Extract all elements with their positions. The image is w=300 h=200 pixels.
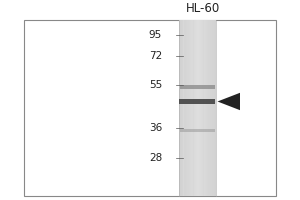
Bar xyxy=(199,20,200,196)
Bar xyxy=(186,20,187,196)
Bar xyxy=(185,20,186,196)
Bar xyxy=(180,85,214,89)
Bar xyxy=(212,20,214,196)
Bar xyxy=(178,20,216,196)
Bar xyxy=(192,20,194,196)
Bar xyxy=(182,20,184,196)
Bar xyxy=(187,20,188,196)
Bar xyxy=(195,20,196,196)
Bar xyxy=(201,20,202,196)
Bar xyxy=(211,20,212,196)
Bar xyxy=(184,20,185,196)
Text: 28: 28 xyxy=(149,153,162,163)
Bar xyxy=(210,20,211,196)
Bar xyxy=(202,20,203,196)
Bar xyxy=(196,20,197,196)
Bar xyxy=(197,20,199,196)
Bar xyxy=(200,20,201,196)
Text: 95: 95 xyxy=(149,30,162,40)
Bar xyxy=(181,20,182,196)
Bar xyxy=(178,20,180,196)
Text: 36: 36 xyxy=(149,123,162,133)
Text: 72: 72 xyxy=(149,51,162,61)
Bar xyxy=(180,129,214,132)
Bar xyxy=(205,20,206,196)
Bar xyxy=(207,20,208,196)
Polygon shape xyxy=(218,93,240,110)
Bar xyxy=(190,20,191,196)
Bar xyxy=(194,20,195,196)
Bar xyxy=(203,20,205,196)
Bar xyxy=(179,99,215,104)
Bar xyxy=(191,20,192,196)
Bar xyxy=(215,20,216,196)
Bar xyxy=(188,20,190,196)
Text: HL-60: HL-60 xyxy=(186,2,220,15)
Bar xyxy=(208,20,210,196)
Bar xyxy=(206,20,207,196)
Bar xyxy=(214,20,215,196)
Text: 55: 55 xyxy=(149,80,162,90)
Bar xyxy=(180,20,181,196)
